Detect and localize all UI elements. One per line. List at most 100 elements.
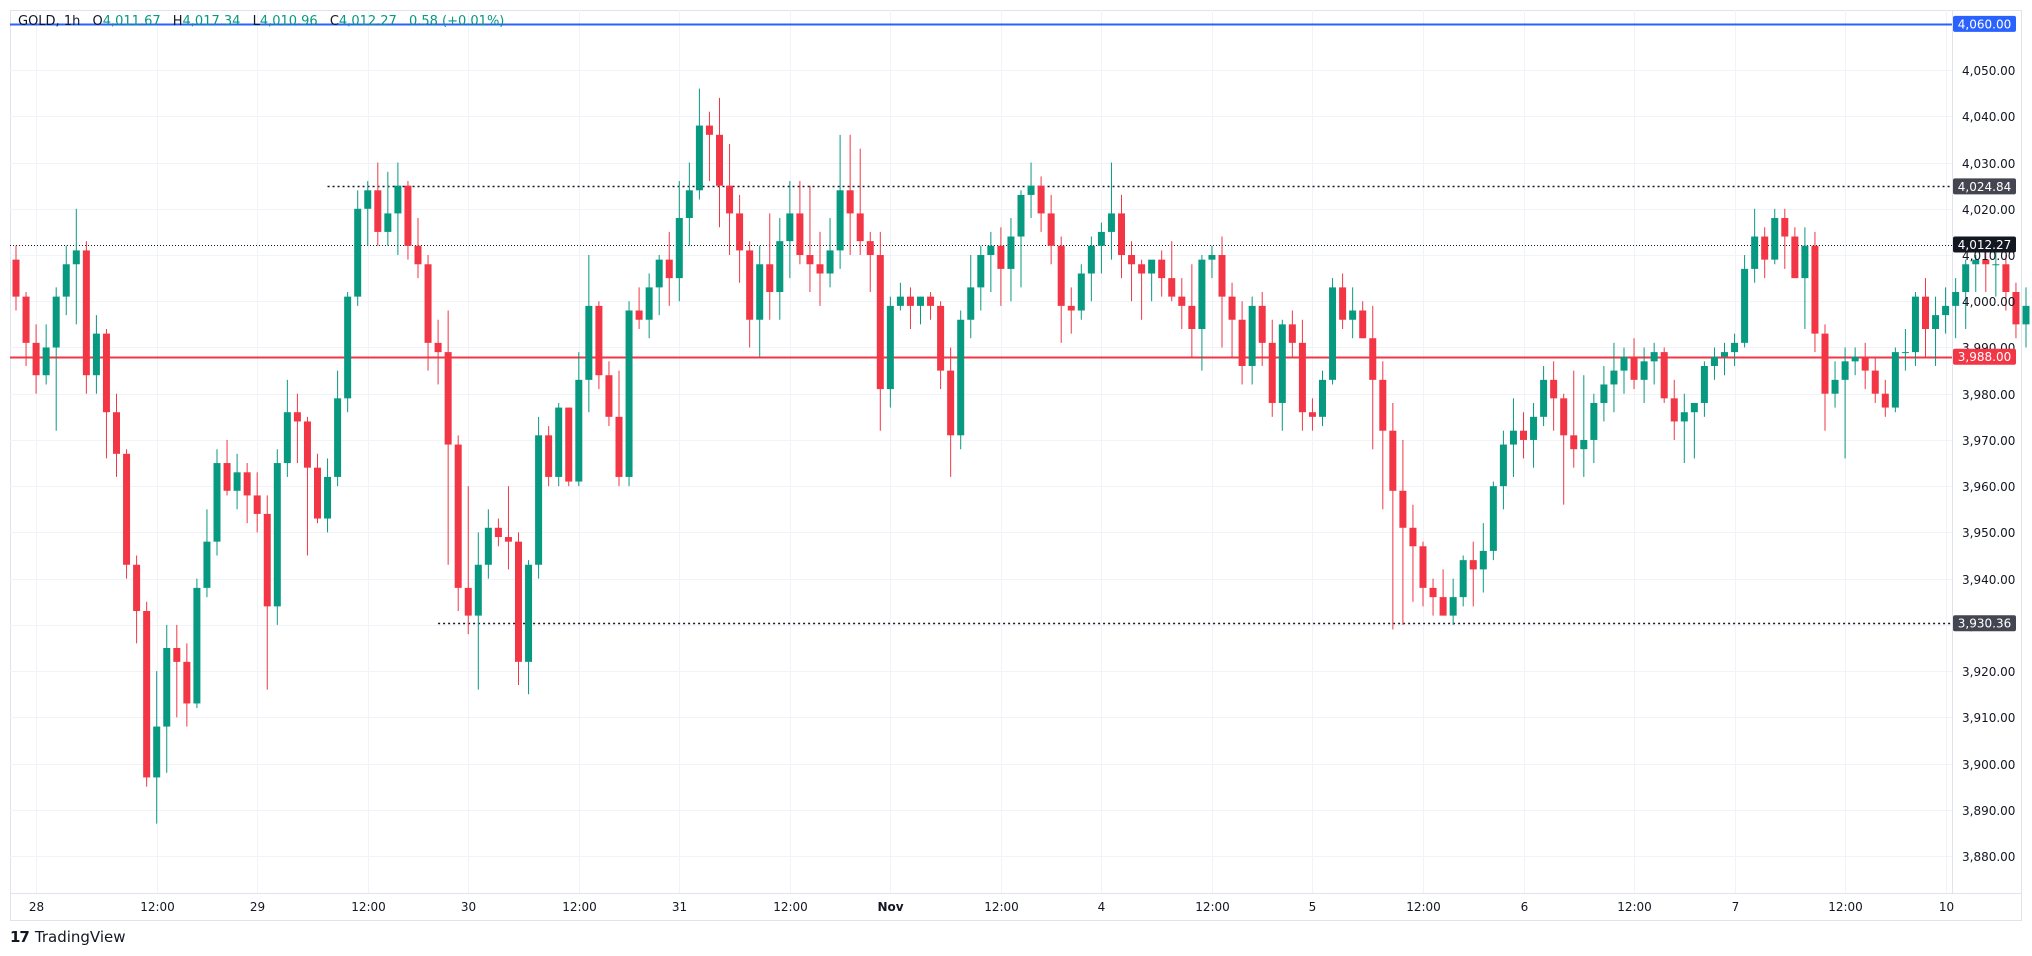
candle	[967, 255, 975, 339]
price-tick-label: 3,960.00	[1962, 480, 2015, 494]
open-value: 4,011.67	[102, 14, 161, 29]
candle-body	[344, 296, 352, 399]
candle	[665, 231, 673, 306]
candle	[1409, 504, 1417, 602]
candle	[1369, 305, 1377, 450]
candle	[484, 509, 492, 579]
candle	[82, 241, 90, 394]
price-line-label: 4,024.84	[1953, 178, 2016, 195]
ohlc-header: GOLD, 1h O4,011.67 H4,017.34 L4,010.96 C…	[18, 14, 504, 29]
candle	[1710, 347, 1718, 380]
candle	[1640, 347, 1648, 403]
candle	[726, 144, 734, 256]
candle	[1128, 241, 1136, 302]
close-value: 4,012.27	[338, 14, 397, 29]
candle	[1700, 361, 1708, 417]
price-tick-label: 4,020.00	[1962, 203, 2015, 217]
candle	[1891, 347, 1899, 413]
candle-body	[987, 245, 995, 256]
candle	[384, 171, 392, 246]
candle	[1731, 333, 1739, 366]
candle	[1620, 347, 1628, 394]
candle	[2002, 255, 2010, 311]
candle-body	[22, 296, 30, 343]
candle-body	[283, 412, 291, 464]
candle-body	[273, 463, 281, 607]
price-line-label-text: 4,012.27	[1958, 238, 2011, 252]
candle	[1520, 412, 1527, 459]
candle-body	[1017, 194, 1025, 237]
candle	[1479, 523, 1487, 593]
price-line-labels: 4,060.00 3,988.00 4,024.84 3,930.36 4,012.27	[1953, 15, 2016, 632]
candle	[625, 301, 633, 487]
candle	[2012, 282, 2020, 339]
tradingview-brand[interactable]: 17 TradingView	[10, 928, 126, 946]
candle-body	[1037, 185, 1045, 214]
candle	[856, 148, 864, 256]
candle	[595, 301, 603, 390]
candle-body	[977, 255, 985, 288]
candle-body	[1308, 412, 1316, 417]
candle-body	[62, 264, 70, 297]
candle-body	[193, 587, 201, 704]
candle-body	[1530, 416, 1538, 440]
candle-body	[243, 472, 251, 496]
candle	[736, 194, 744, 283]
candle-body	[303, 421, 311, 468]
candle-body	[1891, 352, 1899, 408]
symbol-title[interactable]: GOLD, 1h	[18, 14, 81, 29]
low-value: 4,010.96	[259, 14, 318, 29]
high-label: H	[172, 14, 183, 29]
candle	[836, 134, 844, 269]
change-value: 0.58 (+0.01%)	[408, 14, 505, 29]
candle	[1047, 194, 1055, 265]
candle-body	[163, 647, 171, 727]
candle	[1077, 264, 1085, 320]
candle	[1530, 402, 1538, 468]
candle	[1751, 208, 1759, 283]
candle	[1118, 194, 1125, 279]
candle	[1067, 287, 1075, 334]
candle	[424, 255, 432, 371]
candle-body	[726, 185, 734, 214]
candle-body	[32, 342, 40, 376]
candle-body	[525, 564, 533, 662]
candle	[32, 324, 40, 394]
time-tick-label: 12:00	[1828, 900, 1863, 914]
candles	[12, 88, 2030, 824]
candle-body	[1439, 597, 1447, 616]
candle-body	[545, 435, 553, 477]
candle	[1560, 393, 1568, 505]
candle	[1439, 569, 1447, 616]
candle	[866, 231, 874, 293]
candle-body	[1550, 379, 1558, 399]
candle	[1007, 218, 1015, 302]
candle-body	[967, 287, 975, 320]
candle-body	[424, 264, 432, 343]
candle	[1972, 255, 1980, 293]
candle	[1097, 222, 1105, 274]
candle	[766, 213, 774, 320]
price-tick-label: 3,880.00	[1962, 850, 2015, 864]
candle-body	[846, 190, 854, 214]
candle	[635, 287, 643, 329]
candle-body	[1339, 287, 1347, 320]
candle	[1429, 578, 1437, 616]
candle	[354, 190, 362, 306]
candle	[1037, 176, 1045, 232]
candle-body	[1952, 292, 1960, 306]
candle	[1208, 245, 1216, 279]
candle	[253, 472, 261, 533]
candle	[1540, 365, 1548, 427]
candle-body	[655, 259, 663, 288]
candle-body	[1198, 259, 1206, 329]
candle-body	[937, 305, 945, 371]
candle-body	[1248, 305, 1256, 366]
candle	[444, 310, 452, 565]
candle	[22, 292, 30, 366]
candle	[1690, 402, 1698, 459]
candle-body	[927, 296, 935, 306]
candle	[233, 453, 241, 510]
candle	[1801, 227, 1809, 329]
